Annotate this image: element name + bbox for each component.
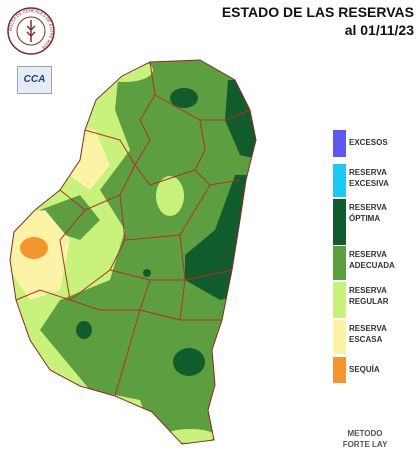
bolsa-logo: BOLSA DE CEREALES DE ENTRE RIOS (7, 7, 55, 55)
legend-label: RESERVA REGULAR (349, 286, 389, 306)
legend-swatch (333, 246, 346, 280)
legend-swatch (333, 164, 346, 197)
legend-swatch (333, 357, 346, 383)
legend-swatch (333, 320, 346, 354)
zone-optima (173, 348, 205, 376)
map (9, 59, 257, 445)
zone-optima (76, 321, 92, 339)
method-label: METODO FORTE LAY (342, 429, 388, 449)
subtitle: al 01/11/23 (344, 22, 414, 38)
legend-label: RESERVA EXCESIVA (349, 168, 389, 188)
zone-optima (170, 88, 198, 108)
legend-label: RESERVA ÓPTIMA (349, 203, 387, 223)
legend-label: RESERVA ESCASA (349, 324, 387, 344)
title: ESTADO DE LAS RESERVAS (221, 4, 414, 20)
legend-swatch (333, 199, 346, 245)
department-borders (9, 59, 257, 445)
legend-label: EXCESOS (349, 138, 388, 147)
legend-label: RESERVA ADECUADA (349, 250, 395, 270)
zone-regular (97, 60, 153, 82)
cca-logo: CCA (17, 66, 52, 94)
zone-regular (156, 176, 184, 216)
zone-optima (143, 269, 151, 277)
zone-sequia (20, 237, 48, 259)
legend-swatch (333, 130, 346, 157)
legend-label: SEQUÍA (349, 365, 380, 374)
legend-swatch (333, 282, 346, 318)
